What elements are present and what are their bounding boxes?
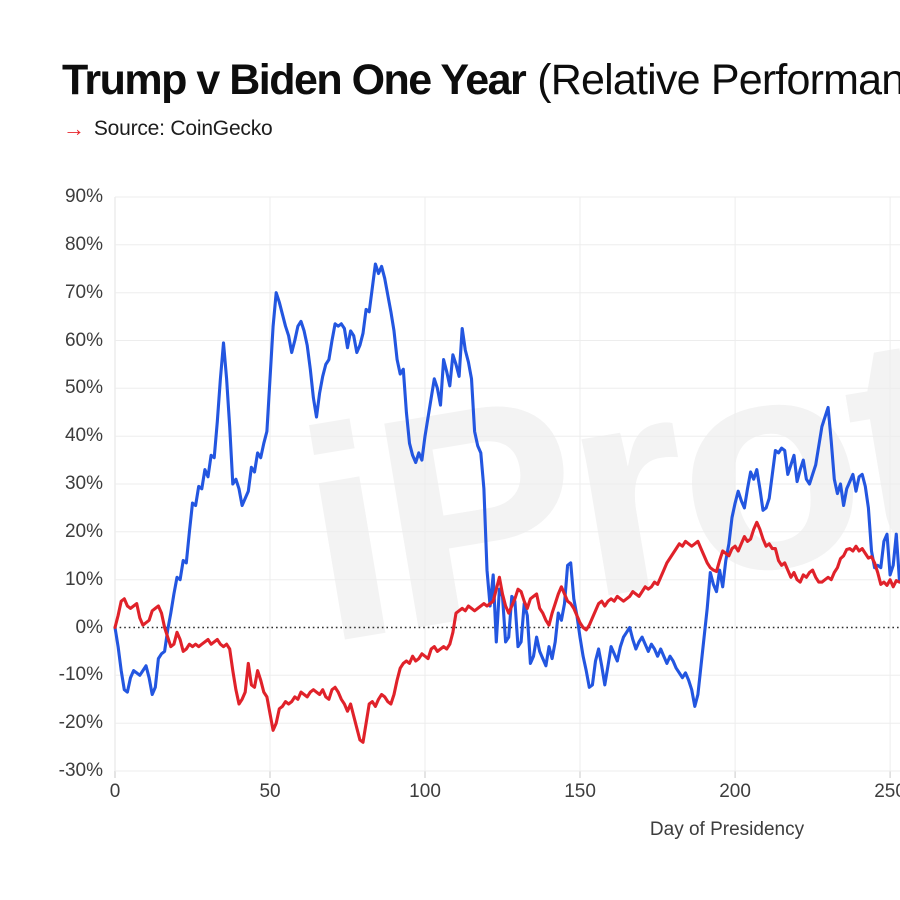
source-label: Source: CoinGecko bbox=[93, 117, 273, 140]
y-tick-label: 60% bbox=[64, 329, 103, 351]
chart-title: Trump v Biden One Year (Relative Perform… bbox=[62, 56, 900, 105]
y-tick-label: -30% bbox=[58, 760, 103, 781]
chart-title-subtitle: (Relative Performance) bbox=[537, 56, 900, 104]
x-tick-label: 250 bbox=[874, 781, 900, 802]
y-tick-label: -20% bbox=[58, 712, 103, 734]
biden-line bbox=[113, 262, 900, 708]
x-tick-label: 150 bbox=[564, 781, 596, 802]
x-tick-label: 50 bbox=[259, 781, 281, 802]
y-tick-label: 50% bbox=[64, 377, 103, 399]
source-line: → Source: CoinGecko bbox=[63, 117, 273, 141]
arrow-right-icon: → bbox=[63, 116, 85, 141]
y-tick-label: -10% bbox=[58, 664, 103, 686]
y-tick-label: 70% bbox=[64, 281, 103, 303]
plot-area bbox=[113, 196, 900, 778]
x-tick-label: 200 bbox=[719, 781, 751, 802]
trump-line bbox=[113, 520, 900, 744]
x-axis-title: Day of Presidency bbox=[649, 819, 805, 840]
x-tick-label: 100 bbox=[409, 781, 441, 802]
y-tick-label: 80% bbox=[64, 233, 103, 255]
y-tick-label: 20% bbox=[64, 520, 103, 542]
y-tick-label: 30% bbox=[64, 473, 103, 494]
chart-title-main: Trump v Biden One Year bbox=[62, 56, 527, 104]
y-tick-label: 40% bbox=[64, 425, 103, 447]
y-tick-label: 90% bbox=[64, 186, 103, 207]
y-tick-label: 0% bbox=[75, 616, 103, 638]
x-tick-label: 0 bbox=[109, 781, 121, 802]
y-tick-label: 10% bbox=[64, 568, 103, 590]
